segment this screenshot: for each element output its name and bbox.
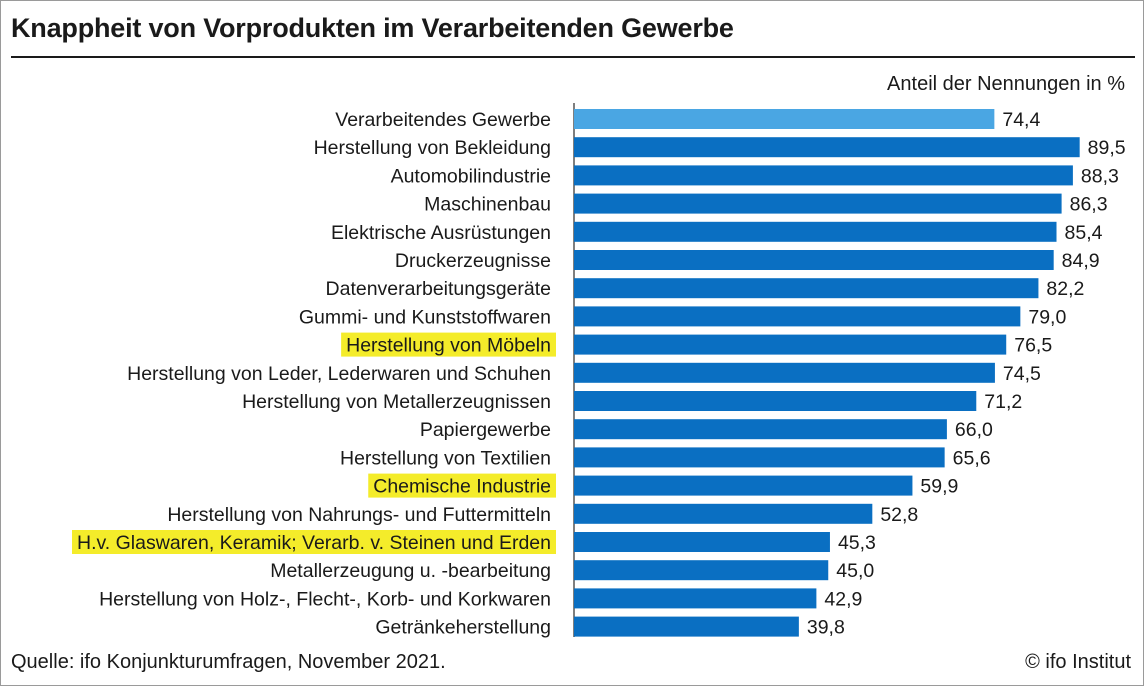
source-note: Quelle: ifo Konjunkturumfragen, November… xyxy=(11,651,446,673)
value-label: 45,0 xyxy=(836,560,874,582)
value-label: 79,0 xyxy=(1028,306,1066,328)
category-label: Gummi- und Kunststoffwaren xyxy=(299,306,551,328)
value-labels: 74,4 89,5 88,3 86,3 85,4 84,9 82,2 79,0 76,5 74,5… xyxy=(807,109,1126,639)
title-divider xyxy=(11,56,1135,58)
bar xyxy=(574,616,799,637)
bar xyxy=(574,560,829,581)
category-label: Herstellung von Textilien xyxy=(340,447,551,469)
value-label: 85,4 xyxy=(1065,222,1103,244)
category-label: Druckerzeugnisse xyxy=(395,250,551,272)
bar xyxy=(574,306,1021,327)
category-label: Herstellung von Holz-, Flecht-, Korb- un… xyxy=(99,588,551,610)
value-label: 74,4 xyxy=(1002,109,1040,131)
bar xyxy=(574,419,947,440)
category-label: Automobilindustrie xyxy=(391,165,551,187)
value-label: 89,5 xyxy=(1088,137,1126,159)
value-label: 59,9 xyxy=(920,476,958,498)
value-label: 42,9 xyxy=(824,588,862,610)
category-label: Papiergewerbe xyxy=(420,419,551,441)
category-label: Getränkeherstellung xyxy=(375,617,551,639)
category-label: Datenverarbeitungsgeräte xyxy=(326,278,551,300)
bar xyxy=(574,221,1057,242)
value-label: 74,5 xyxy=(1003,363,1041,385)
bar xyxy=(574,334,1007,355)
category-label: Herstellung von Leder, Lederwaren und Sc… xyxy=(127,363,551,385)
category-label: H.v. Glaswaren, Keramik; Verarb. v. Stei… xyxy=(77,532,551,554)
bar xyxy=(574,109,995,129)
value-label: 88,3 xyxy=(1081,165,1119,187)
bars xyxy=(574,109,1080,637)
bar xyxy=(574,391,977,411)
value-label: 45,3 xyxy=(838,532,876,554)
category-label-highlight xyxy=(72,530,556,554)
category-label: Herstellung von Möbeln xyxy=(346,335,551,357)
value-label: 76,5 xyxy=(1014,335,1052,357)
category-label: Herstellung von Nahrungs- und Futtermitt… xyxy=(167,504,551,526)
value-label: 86,3 xyxy=(1070,194,1108,216)
value-label: 66,0 xyxy=(955,419,993,441)
bar xyxy=(574,193,1062,214)
category-label: Herstellung von Metallerzeugnissen xyxy=(242,391,551,413)
label-highlights xyxy=(72,332,556,554)
category-labels: Verarbeitendes Gewerbe Herstellung von Be… xyxy=(77,109,551,639)
bar xyxy=(574,588,817,609)
category-label-highlight xyxy=(368,473,556,498)
bar xyxy=(574,278,1039,299)
value-label: 52,8 xyxy=(880,504,918,526)
bar xyxy=(574,532,830,552)
unit-label: Anteil der Nennungen in % xyxy=(887,73,1125,95)
category-label: Verarbeitendes Gewerbe xyxy=(335,109,551,131)
category-label: Elektrische Ausrüstungen xyxy=(331,222,551,244)
copyright-note: © ifo Institut xyxy=(1025,651,1131,673)
bar xyxy=(574,362,995,383)
bar xyxy=(574,447,945,468)
category-label-highlight xyxy=(341,332,556,357)
bar xyxy=(574,475,913,496)
value-label: 39,8 xyxy=(807,617,845,639)
bar xyxy=(574,503,873,524)
value-label: 82,2 xyxy=(1046,278,1084,300)
value-label: 65,6 xyxy=(953,447,991,469)
category-label: Maschinenbau xyxy=(424,194,551,216)
bar xyxy=(574,137,1080,158)
value-label: 71,2 xyxy=(984,391,1022,413)
category-label: Herstellung von Bekleidung xyxy=(314,137,551,159)
category-label: Metallerzeugung u. -bearbeitung xyxy=(270,560,551,582)
category-label: Chemische Industrie xyxy=(373,476,551,498)
bar xyxy=(574,165,1073,186)
value-label: 84,9 xyxy=(1062,250,1100,272)
chart-title: Knappheit von Vorprodukten im Verarbeite… xyxy=(11,13,734,43)
bar xyxy=(574,250,1054,270)
